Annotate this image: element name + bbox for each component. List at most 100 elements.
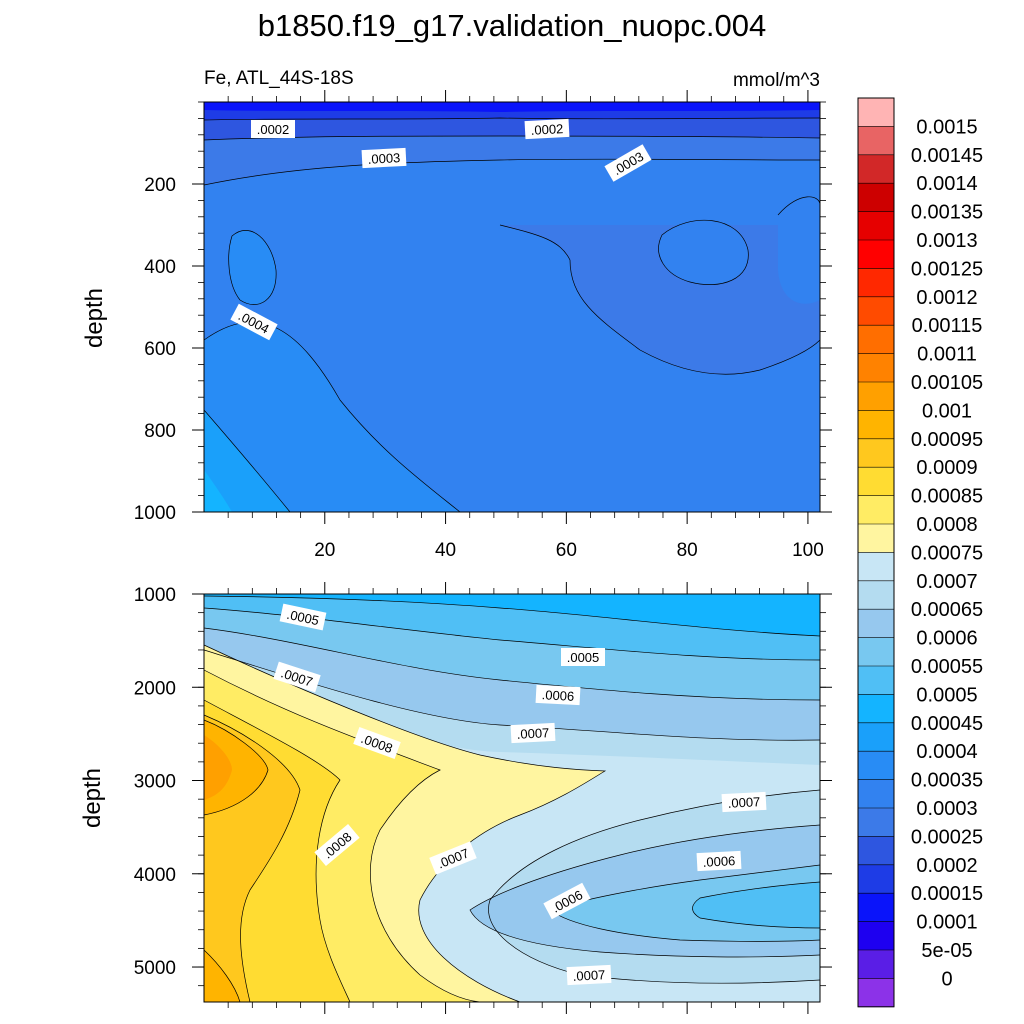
y-tick-label: 400 — [144, 257, 176, 278]
upper-field-light-blue — [204, 410, 290, 512]
colorbar-label: 0 — [941, 968, 952, 990]
colorbar-swatch — [858, 268, 894, 298]
x-tick-label: 60 — [556, 540, 577, 561]
contour-label-box — [696, 850, 742, 872]
lower-field-0p00055 — [204, 608, 820, 700]
contour-label-box — [543, 882, 591, 920]
upper-field-blob-edge — [778, 196, 820, 304]
contour-label: .0007 — [510, 722, 556, 744]
colorbar-swatch — [858, 893, 894, 922]
colorbar-swatch — [858, 808, 894, 837]
y-tick-label: 1000 — [134, 585, 176, 606]
colorbar-swatch — [858, 126, 894, 156]
contour-label: .0005 — [561, 648, 605, 666]
contour-label: .0002 — [524, 118, 570, 140]
y-tick-label: 200 — [144, 175, 176, 196]
colorbar-swatch — [858, 296, 894, 326]
contour-label-box — [230, 303, 278, 341]
lower-contour-line — [203, 595, 821, 637]
colorbar-label: 0.00095 — [911, 429, 983, 451]
colorbar-swatch — [858, 552, 894, 582]
colorbar-label: 0.00125 — [911, 258, 983, 280]
colorbar-swatch — [858, 382, 894, 411]
y-tick-label: 5000 — [134, 958, 176, 979]
upper-y-axis-label: depth — [81, 288, 108, 348]
lower-contour-line — [488, 789, 821, 984]
contour-label: .0007 — [566, 964, 612, 986]
y-tick-label: 4000 — [134, 865, 176, 886]
colorbar-swatch — [858, 666, 894, 695]
contour-label: .0006 — [696, 850, 742, 872]
colorbar-label: 0.0003 — [916, 798, 977, 820]
colorbar-swatch — [858, 98, 894, 127]
contour-label-text: .0002 — [530, 121, 563, 138]
lower-field-0p0006 — [204, 628, 820, 741]
contour-label: .0002 — [251, 120, 295, 138]
colorbar-swatch — [858, 211, 894, 241]
colorbar: 0.0015 0.00145 0.0014 0.00135 0.0013 0.00125 0… — [857, 97, 983, 1008]
lower-panel: .0005.0005.0007.0006.0008.0007.0007.0008… — [79, 582, 832, 1014]
contour-label: .0007 — [721, 791, 767, 813]
colorbar-swatch — [858, 580, 894, 610]
contour-label: .0003 — [361, 147, 407, 169]
colorbar-swatch — [858, 694, 894, 724]
lower-plot-frame — [203, 593, 821, 1003]
contour-label-box — [561, 648, 605, 666]
upper-field-blob-right — [658, 220, 749, 285]
lower-contour-line — [203, 627, 821, 701]
contour-label-box — [535, 684, 581, 706]
colorbar-label: 0.00065 — [911, 599, 983, 621]
upper-contour-line — [203, 409, 291, 513]
contour-label-box — [566, 964, 612, 986]
y-tick-label: 2000 — [134, 678, 176, 699]
lower-axis-ticks: 1000 2000 3000 4000 5000 — [134, 582, 832, 1014]
colorbar-swatch — [858, 325, 894, 354]
colorbar-label: 0.00115 — [912, 315, 983, 337]
y-tick-label: 800 — [144, 421, 176, 442]
lower-contour-line — [203, 669, 481, 1003]
upper-field-surface-max — [204, 102, 820, 112]
colorbar-label: 0.00045 — [911, 713, 983, 735]
colorbar-label: 0.0015 — [916, 116, 977, 138]
y-tick-label: 1000 — [134, 503, 176, 524]
colorbar-label: 0.0009 — [916, 457, 977, 479]
upper-contour-line — [499, 224, 821, 375]
contour-label-box — [604, 144, 652, 182]
colorbar-swatch — [858, 438, 894, 468]
colorbar-swatch — [858, 836, 894, 866]
colorbar-label: 0.00135 — [911, 202, 983, 224]
upper-panel: .0002.0002.0003.0003.0004 20040060080010… — [81, 90, 832, 561]
lower-field-max — [204, 735, 232, 800]
contour-label-text: .0002 — [257, 122, 290, 137]
colorbar-label: 0.001 — [922, 400, 972, 422]
contour-label: .0006 — [535, 684, 581, 706]
x-tick-label: 20 — [314, 540, 335, 561]
lower-field-0p0005 — [204, 596, 820, 660]
x-tick-label: 40 — [435, 540, 456, 561]
contour-label-text: .0005 — [567, 650, 600, 665]
colorbar-swatch — [858, 637, 894, 667]
colorbar-swatch — [858, 524, 894, 553]
colorbar-label: 0.0002 — [916, 855, 977, 877]
contour-label-text: .0006 — [702, 853, 735, 870]
colorbar-swatch — [858, 353, 894, 383]
colorbar-swatch — [858, 978, 894, 1008]
upper-contour-labels: .0002.0002.0003.0003.0004 — [230, 118, 652, 341]
y-tick-label: 600 — [144, 339, 176, 360]
colorbar-label: 0.00145 — [911, 145, 983, 167]
contour-label-text: .0003 — [367, 150, 400, 167]
contour-label-box — [273, 661, 321, 693]
contour-label-box — [314, 823, 360, 867]
upper-contour-line — [203, 135, 821, 141]
colorbar-label: 0.0014 — [916, 173, 977, 195]
upper-contour-line — [777, 196, 821, 216]
colorbar-swatch — [858, 609, 894, 638]
colorbar-label: 0.0001 — [916, 912, 977, 934]
upper-contour-line — [203, 117, 821, 121]
contour-label-box — [721, 791, 767, 813]
colorbar-label: 0.0005 — [916, 684, 977, 706]
colorbar-label: 0.0008 — [916, 514, 977, 536]
colorbar-swatch — [858, 154, 894, 184]
colorbar-label: 0.00015 — [911, 883, 983, 905]
units-label: mmol/m^3 — [733, 70, 820, 91]
